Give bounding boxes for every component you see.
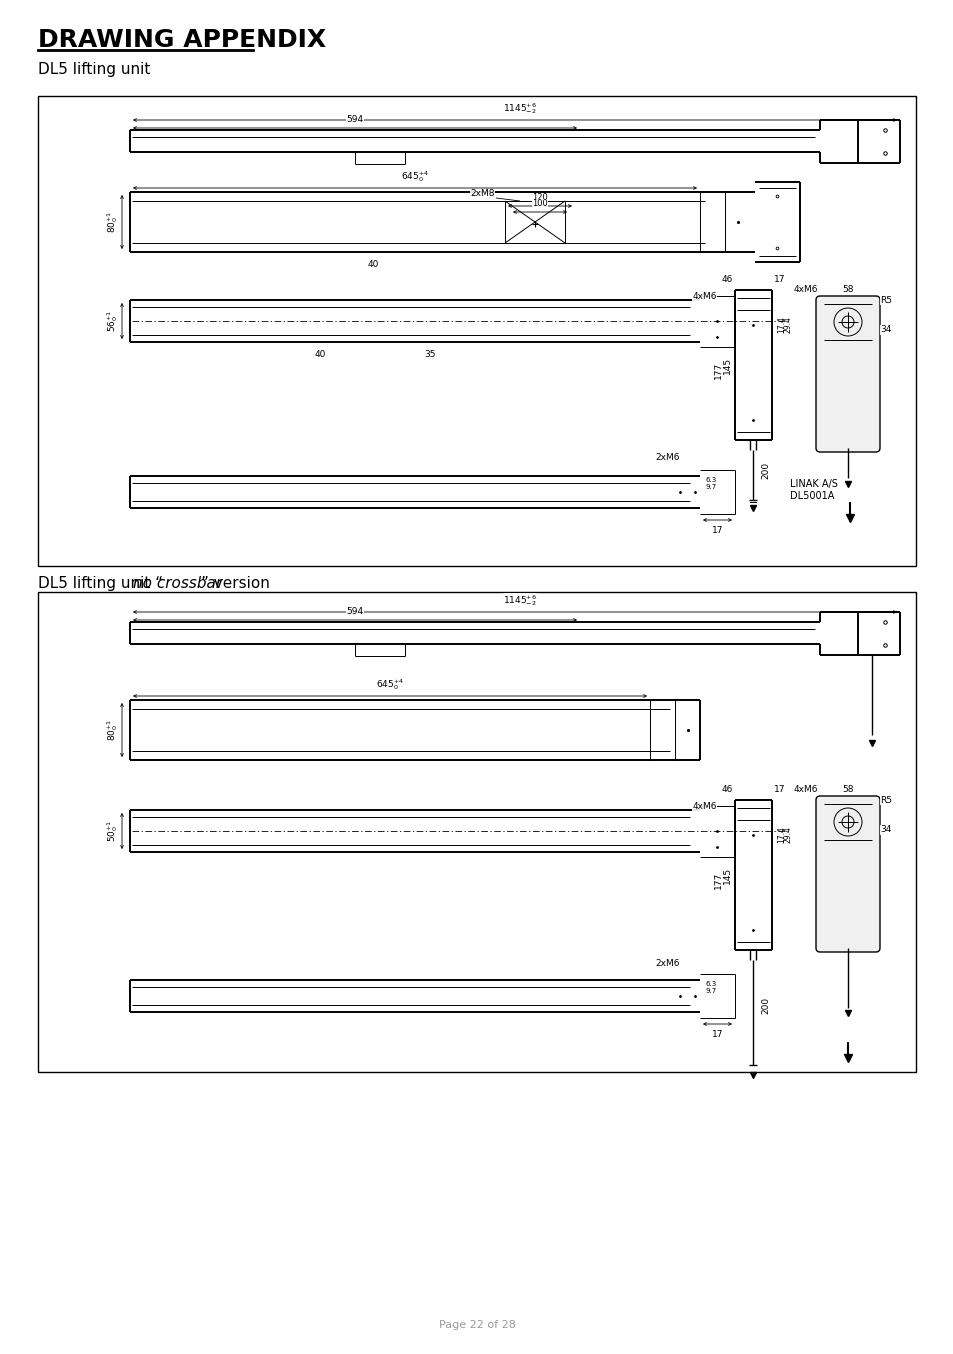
Text: R5: R5 (879, 297, 891, 305)
Text: 50$^{+1}_{0}$: 50$^{+1}_{0}$ (106, 819, 120, 842)
Text: no crossbar: no crossbar (132, 575, 222, 590)
Text: 9.7: 9.7 (705, 988, 717, 994)
Text: ” version: ” version (201, 575, 270, 590)
Text: 6.3: 6.3 (705, 982, 717, 987)
Text: 46: 46 (720, 275, 732, 284)
Text: 35: 35 (424, 349, 436, 359)
Text: 46: 46 (720, 785, 732, 793)
FancyBboxPatch shape (815, 796, 879, 952)
Text: 58: 58 (841, 785, 853, 793)
Text: 177: 177 (713, 872, 722, 888)
Text: R5: R5 (879, 796, 891, 806)
Text: DL5 lifting unit “: DL5 lifting unit “ (38, 575, 163, 590)
Text: 1145$^{+6}_{-2}$: 1145$^{+6}_{-2}$ (502, 593, 537, 608)
Text: 17: 17 (711, 525, 722, 535)
Text: 34: 34 (879, 826, 890, 834)
Text: 4xM6: 4xM6 (793, 785, 817, 793)
Text: 145: 145 (722, 356, 731, 374)
Text: 645$^{+4}_{0}$: 645$^{+4}_{0}$ (400, 169, 429, 184)
Text: 9.7: 9.7 (705, 483, 717, 490)
Text: 58: 58 (841, 284, 853, 294)
Text: 17: 17 (711, 1030, 722, 1039)
Text: 17: 17 (773, 275, 784, 284)
Bar (38, 592, 915, 1072)
Text: 80$^{+1}_{0}$: 80$^{+1}_{0}$ (106, 719, 120, 741)
Text: 4xM6: 4xM6 (692, 292, 717, 301)
Text: 594: 594 (346, 607, 363, 616)
Text: 4xM6: 4xM6 (692, 802, 717, 811)
Text: 1145$^{+6}_{-2}$: 1145$^{+6}_{-2}$ (502, 102, 537, 116)
Text: DL5 lifting unit: DL5 lifting unit (38, 62, 151, 77)
Text: 56$^{+1}_{0}$: 56$^{+1}_{0}$ (106, 310, 120, 332)
Text: 177: 177 (713, 362, 722, 379)
Text: Page 22 of 28: Page 22 of 28 (438, 1320, 515, 1330)
Text: DRAWING APPENDIX: DRAWING APPENDIX (38, 28, 326, 51)
Text: 40: 40 (367, 260, 378, 269)
Text: 645$^{+4}_{0}$: 645$^{+4}_{0}$ (375, 677, 404, 692)
Text: 4xM6: 4xM6 (793, 284, 817, 294)
FancyBboxPatch shape (815, 297, 879, 452)
Text: 120: 120 (532, 194, 547, 202)
Text: DL5 lifting unit “: DL5 lifting unit “ (38, 575, 163, 590)
Text: 200: 200 (760, 997, 770, 1014)
Text: 594: 594 (346, 115, 363, 125)
Text: 40: 40 (314, 349, 325, 359)
Text: 2xM8: 2xM8 (470, 190, 495, 198)
Text: 17.4: 17.4 (776, 317, 785, 333)
Text: 17: 17 (773, 785, 784, 793)
Text: 29.4: 29.4 (783, 826, 792, 844)
Text: LINAK A/S
DL5001A: LINAK A/S DL5001A (789, 479, 837, 501)
Bar (38, 96, 915, 566)
Text: 2xM6: 2xM6 (655, 454, 679, 462)
Text: 6.3: 6.3 (705, 477, 717, 483)
Text: 29.4: 29.4 (783, 317, 792, 333)
Text: 145: 145 (722, 867, 731, 884)
Text: 200: 200 (760, 462, 770, 478)
Text: 34: 34 (879, 325, 890, 334)
Text: 80$^{+1}_{0}$: 80$^{+1}_{0}$ (106, 211, 120, 233)
Text: 17.4: 17.4 (776, 826, 785, 844)
Text: 100: 100 (532, 199, 547, 209)
Text: 2xM6: 2xM6 (655, 959, 679, 968)
